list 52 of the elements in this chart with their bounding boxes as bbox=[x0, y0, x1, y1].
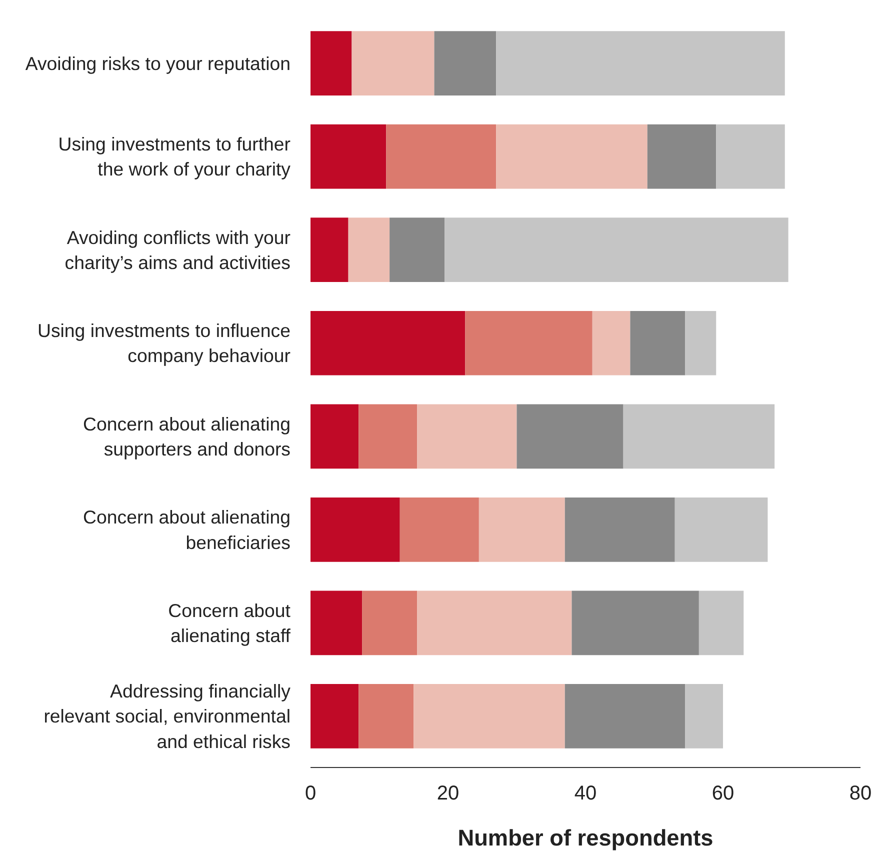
bar bbox=[516, 404, 624, 469]
bar bbox=[417, 590, 572, 656]
bar bbox=[358, 684, 414, 748]
bar bbox=[478, 497, 565, 562]
x-axis-title: Number of respondents bbox=[458, 824, 714, 850]
y-tick-label: Concern about alienating beneficiaries bbox=[83, 506, 291, 553]
bar bbox=[310, 684, 359, 748]
bar bbox=[414, 684, 565, 748]
y-tick-label: Using investments to influence company behaviour bbox=[37, 320, 291, 366]
y-tick-label: Avoiding conflicts with your charity’s aims and activities bbox=[64, 226, 291, 273]
y-tick-label: Concern about alienating supporters and donors bbox=[83, 413, 291, 460]
bar bbox=[564, 684, 686, 748]
bar bbox=[310, 310, 466, 376]
x-tick-label: 60 bbox=[712, 782, 734, 804]
bar bbox=[310, 124, 386, 189]
bar bbox=[358, 404, 418, 469]
bar bbox=[685, 684, 723, 748]
bar bbox=[496, 124, 648, 189]
bar bbox=[623, 404, 775, 469]
bar bbox=[362, 590, 418, 656]
bar bbox=[444, 218, 788, 282]
bar bbox=[310, 218, 348, 282]
bar bbox=[716, 124, 785, 189]
bar bbox=[630, 310, 686, 376]
bar bbox=[572, 590, 699, 656]
bar bbox=[348, 218, 390, 282]
bar bbox=[564, 497, 675, 562]
y-tick-label: Addressing financially relevant social, environmental and ethical risks bbox=[44, 680, 292, 752]
bar bbox=[386, 124, 496, 189]
bar bbox=[698, 590, 744, 656]
x-tick-label: 80 bbox=[849, 782, 872, 804]
y-tick-label: Using investments to further the work of your charity bbox=[58, 133, 292, 180]
bar bbox=[434, 31, 496, 96]
bar bbox=[310, 31, 352, 96]
y-tick-label: Concern about alienating staff bbox=[168, 600, 292, 646]
bar bbox=[496, 31, 785, 96]
bar bbox=[685, 310, 716, 376]
bar bbox=[674, 497, 768, 562]
x-tick-label: 20 bbox=[436, 782, 460, 804]
bar bbox=[400, 497, 479, 562]
y-tick-label: Avoiding risks to your reputation bbox=[25, 52, 291, 74]
x-tick-label: 0 bbox=[304, 782, 316, 804]
x-tick-label: 40 bbox=[574, 782, 597, 804]
bar bbox=[417, 404, 517, 469]
bar bbox=[647, 124, 716, 189]
bar bbox=[310, 497, 400, 562]
bar bbox=[310, 404, 359, 469]
bar bbox=[465, 310, 592, 376]
bar bbox=[352, 31, 434, 96]
bar bbox=[592, 310, 630, 376]
bar bbox=[390, 218, 445, 282]
bar bbox=[310, 590, 362, 656]
